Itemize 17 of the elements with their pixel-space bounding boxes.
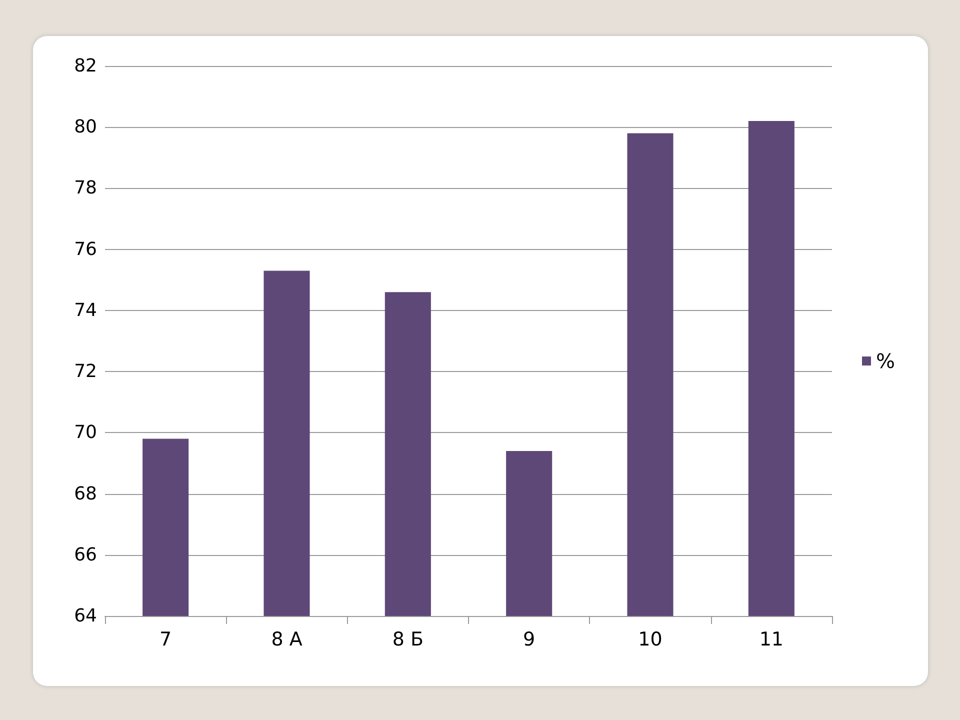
y-tick-label: 74 [74,300,97,321]
y-tick-label: 70 [74,422,97,444]
y-tick-label: 64 [74,606,97,626]
y-tick-label: 66 [74,544,97,566]
x-tick-label: 8 Б [392,628,424,650]
y-tick-label: 72 [74,361,97,382]
y-tick-label: 82 [74,56,97,76]
x-tick-label: 9 [523,628,536,650]
x-tick-label: 11 [759,628,784,650]
legend-label: % [876,349,896,373]
x-tick-label: 8 А [271,628,302,650]
y-tick-label: 68 [74,483,97,504]
y-tick-label: 80 [74,116,97,138]
x-tick-label: 10 [638,628,662,650]
y-tick-label: 78 [74,178,97,199]
x-tick-label: 7 [160,628,172,650]
y-tick-label: 76 [74,238,97,260]
